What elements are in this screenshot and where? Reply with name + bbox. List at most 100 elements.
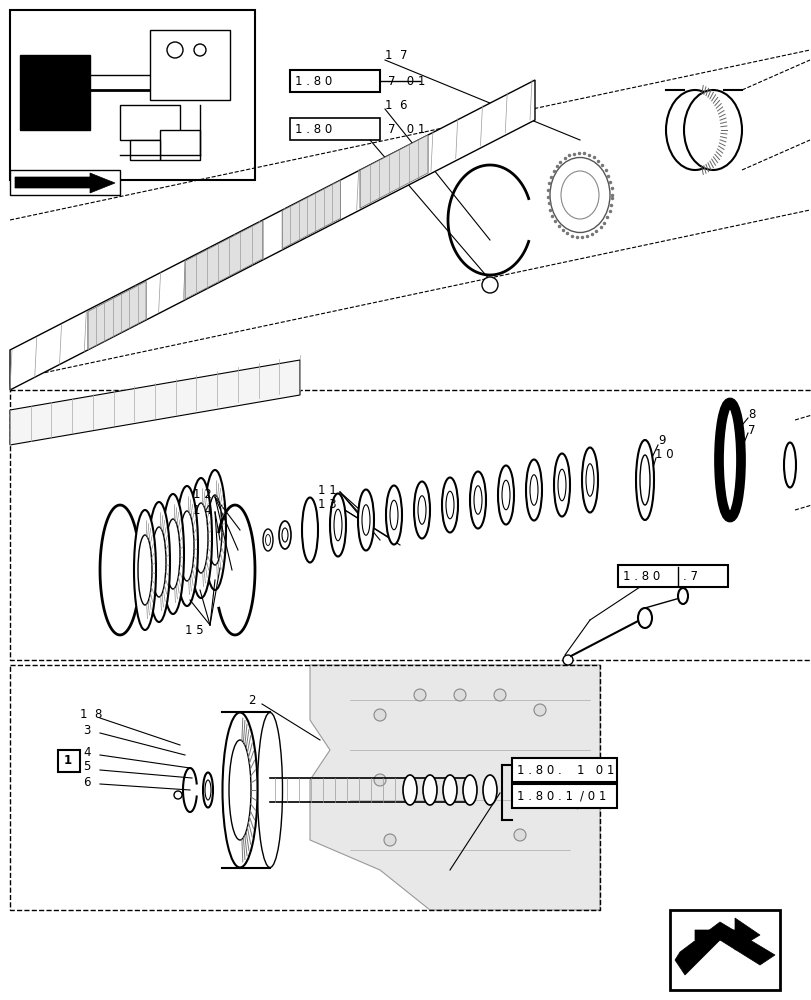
Bar xyxy=(617,565,727,587)
Ellipse shape xyxy=(445,491,453,519)
Polygon shape xyxy=(185,221,263,299)
Bar xyxy=(10,10,255,180)
Polygon shape xyxy=(281,180,340,249)
Ellipse shape xyxy=(423,775,436,805)
Text: 1  6: 1 6 xyxy=(384,99,407,112)
Circle shape xyxy=(453,689,466,701)
Polygon shape xyxy=(15,173,115,193)
Circle shape xyxy=(534,764,545,776)
Bar xyxy=(290,118,380,140)
Ellipse shape xyxy=(718,402,740,518)
Ellipse shape xyxy=(526,460,541,520)
Circle shape xyxy=(534,704,545,716)
Ellipse shape xyxy=(783,442,795,488)
Circle shape xyxy=(174,791,182,799)
Text: 1  8: 1 8 xyxy=(80,708,102,721)
Ellipse shape xyxy=(441,478,457,532)
Ellipse shape xyxy=(530,475,538,505)
Polygon shape xyxy=(310,665,599,910)
Text: 6: 6 xyxy=(83,776,90,788)
Text: 7   0 1: 7 0 1 xyxy=(388,75,425,88)
Ellipse shape xyxy=(501,480,509,510)
Bar xyxy=(58,750,80,772)
Text: 1 3: 1 3 xyxy=(318,498,337,512)
Polygon shape xyxy=(694,918,759,950)
Ellipse shape xyxy=(549,157,609,233)
Circle shape xyxy=(374,709,385,721)
Bar xyxy=(20,55,90,130)
Text: 1   0 1: 1 0 1 xyxy=(577,764,614,776)
Ellipse shape xyxy=(358,489,374,550)
Text: 1: 1 xyxy=(64,754,72,768)
Ellipse shape xyxy=(665,90,723,170)
Text: 5: 5 xyxy=(83,760,90,774)
Text: 7: 7 xyxy=(747,424,754,436)
Polygon shape xyxy=(674,922,774,975)
Polygon shape xyxy=(10,170,120,195)
Ellipse shape xyxy=(257,712,282,867)
Ellipse shape xyxy=(443,775,457,805)
Ellipse shape xyxy=(474,486,482,514)
Ellipse shape xyxy=(162,494,184,614)
Ellipse shape xyxy=(229,740,251,840)
Polygon shape xyxy=(10,80,534,390)
Ellipse shape xyxy=(586,464,594,496)
Ellipse shape xyxy=(204,470,225,590)
Ellipse shape xyxy=(333,509,341,541)
Ellipse shape xyxy=(483,775,496,805)
Ellipse shape xyxy=(389,500,397,530)
Circle shape xyxy=(194,44,206,56)
Circle shape xyxy=(414,689,426,701)
Circle shape xyxy=(384,834,396,846)
Text: 1 5: 1 5 xyxy=(185,624,204,636)
Polygon shape xyxy=(88,281,146,350)
Ellipse shape xyxy=(279,521,290,549)
Ellipse shape xyxy=(470,472,486,528)
Ellipse shape xyxy=(329,493,345,556)
Text: 1  7: 1 7 xyxy=(384,49,407,62)
Ellipse shape xyxy=(265,534,270,546)
Text: 1 . 8 0 .: 1 . 8 0 . xyxy=(517,764,561,776)
Bar xyxy=(512,784,616,808)
Ellipse shape xyxy=(557,469,565,501)
Ellipse shape xyxy=(148,502,169,622)
Ellipse shape xyxy=(581,448,597,512)
Ellipse shape xyxy=(402,775,417,805)
Ellipse shape xyxy=(677,588,687,604)
Circle shape xyxy=(374,774,385,786)
Ellipse shape xyxy=(152,527,165,597)
Bar xyxy=(120,105,180,140)
Polygon shape xyxy=(359,135,427,208)
Ellipse shape xyxy=(190,478,212,598)
Text: 1 1: 1 1 xyxy=(318,484,337,496)
Bar xyxy=(160,130,200,160)
Text: 4: 4 xyxy=(83,745,90,758)
Ellipse shape xyxy=(560,171,599,219)
Circle shape xyxy=(493,689,505,701)
Ellipse shape xyxy=(553,454,569,516)
Text: 3: 3 xyxy=(83,723,90,736)
Ellipse shape xyxy=(418,496,426,524)
Bar xyxy=(130,140,160,160)
Bar xyxy=(512,758,616,782)
Bar xyxy=(290,70,380,92)
Ellipse shape xyxy=(263,529,272,551)
Ellipse shape xyxy=(134,510,156,630)
Circle shape xyxy=(167,42,182,58)
Ellipse shape xyxy=(639,455,649,505)
Text: / 0 1: / 0 1 xyxy=(579,790,606,802)
Ellipse shape xyxy=(203,772,212,807)
Ellipse shape xyxy=(637,608,651,628)
Ellipse shape xyxy=(180,511,194,581)
Bar xyxy=(669,910,779,990)
Ellipse shape xyxy=(204,780,211,800)
Ellipse shape xyxy=(683,90,741,170)
Text: 1 4: 1 4 xyxy=(193,504,212,516)
Ellipse shape xyxy=(138,535,152,605)
Text: 1 0: 1 0 xyxy=(654,448,673,462)
Circle shape xyxy=(562,655,573,665)
Ellipse shape xyxy=(222,712,257,867)
Polygon shape xyxy=(10,360,299,445)
Text: 7   0 1: 7 0 1 xyxy=(388,123,425,136)
Ellipse shape xyxy=(635,440,653,520)
